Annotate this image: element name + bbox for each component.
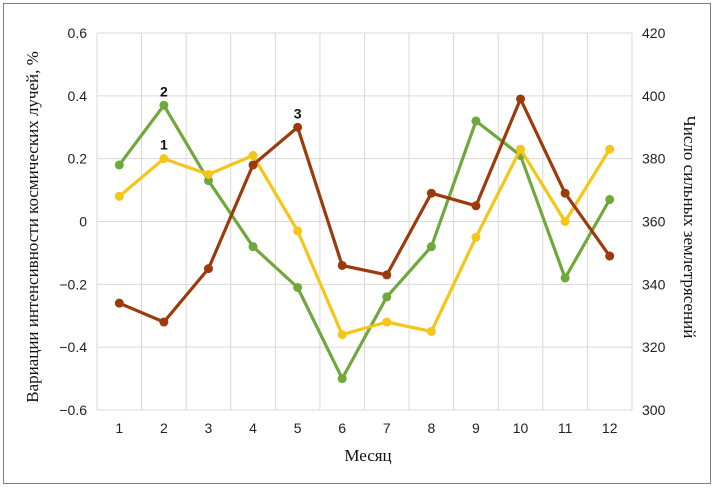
x-axis-title: Месяц bbox=[344, 446, 391, 465]
data-point bbox=[426, 326, 436, 336]
y2-tick-label: 400 bbox=[642, 88, 666, 104]
y2-axis-title: Число сильных землетрясений bbox=[680, 116, 699, 339]
y-tick-label: 0.6 bbox=[68, 25, 88, 41]
data-point bbox=[516, 94, 526, 104]
x-tick-label: 11 bbox=[558, 420, 573, 436]
data-point bbox=[248, 242, 258, 252]
data-point bbox=[337, 374, 347, 384]
x-tick-label: 10 bbox=[513, 420, 529, 436]
data-point bbox=[471, 116, 481, 126]
data-point bbox=[203, 264, 213, 274]
series-line-2 bbox=[118, 147, 612, 337]
data-point bbox=[605, 144, 615, 154]
x-tick-label: 9 bbox=[472, 420, 480, 436]
y2-tick-label: 300 bbox=[642, 402, 666, 418]
data-point bbox=[560, 273, 570, 283]
y-tick-label: 0.2 bbox=[68, 151, 88, 167]
annotations: 1 2 3 bbox=[160, 83, 302, 152]
x-tick-label: 6 bbox=[338, 420, 346, 436]
x-tick-label: 4 bbox=[249, 420, 257, 436]
data-point bbox=[471, 232, 481, 242]
x-tick-label: 7 bbox=[383, 420, 391, 436]
y-tick-label: 0 bbox=[79, 214, 87, 230]
annotation-label: 1 bbox=[160, 137, 168, 153]
data-point bbox=[248, 151, 258, 161]
y2-tick-label: 420 bbox=[642, 25, 666, 41]
data-point bbox=[114, 298, 124, 308]
x-axis: 1 2 3 4 5 6 7 8 9 10 11 12 bbox=[115, 420, 617, 436]
series-line-1 bbox=[118, 103, 612, 381]
data-point bbox=[605, 251, 615, 261]
series-group bbox=[114, 94, 615, 384]
data-point bbox=[382, 317, 392, 327]
annotation-label: 3 bbox=[294, 105, 302, 121]
data-point bbox=[114, 191, 124, 201]
x-tick-label: 5 bbox=[294, 420, 302, 436]
data-point bbox=[560, 217, 570, 226]
x-tick-label: 1 bbox=[115, 420, 123, 436]
data-point bbox=[426, 188, 436, 198]
y-axis-title: Вариации интенсивности космических лучей… bbox=[23, 51, 42, 403]
y-axis-left: −0.6 −0.4 −0.2 0 0.2 0.4 0.6 bbox=[59, 25, 87, 418]
y-tick-label: 0.4 bbox=[68, 88, 88, 104]
y-tick-label: −0.4 bbox=[59, 339, 87, 355]
data-point bbox=[114, 160, 124, 170]
y-tick-label: −0.2 bbox=[59, 276, 87, 292]
y2-tick-label: 340 bbox=[642, 276, 666, 292]
x-tick-label: 12 bbox=[602, 420, 618, 436]
data-point bbox=[293, 122, 303, 132]
grid bbox=[96, 32, 633, 411]
data-point bbox=[293, 226, 303, 236]
data-point bbox=[560, 188, 570, 198]
annotation-label: 2 bbox=[160, 83, 168, 99]
data-point bbox=[159, 100, 169, 110]
y2-tick-label: 320 bbox=[642, 339, 666, 355]
data-point bbox=[159, 317, 169, 327]
x-tick-label: 2 bbox=[160, 420, 168, 436]
data-point bbox=[337, 260, 347, 270]
data-point bbox=[203, 176, 213, 186]
y-tick-label: −0.6 bbox=[59, 402, 87, 418]
data-point bbox=[382, 270, 392, 280]
series-line-3 bbox=[118, 97, 612, 324]
data-point bbox=[516, 144, 526, 154]
y-axis-right: 300 320 340 360 380 400 420 bbox=[642, 25, 666, 418]
x-tick-label: 3 bbox=[205, 420, 213, 436]
data-point bbox=[248, 160, 258, 170]
data-point bbox=[605, 195, 615, 205]
data-point bbox=[203, 169, 213, 179]
data-point bbox=[426, 242, 436, 252]
x-tick-label: 8 bbox=[427, 420, 435, 436]
data-point bbox=[382, 292, 392, 302]
y2-tick-label: 360 bbox=[642, 214, 666, 230]
y2-tick-label: 380 bbox=[642, 151, 666, 167]
data-point bbox=[159, 154, 169, 164]
data-point bbox=[337, 330, 347, 340]
data-point bbox=[471, 201, 481, 211]
chart-frame bbox=[3, 3, 711, 484]
data-point bbox=[293, 282, 303, 292]
